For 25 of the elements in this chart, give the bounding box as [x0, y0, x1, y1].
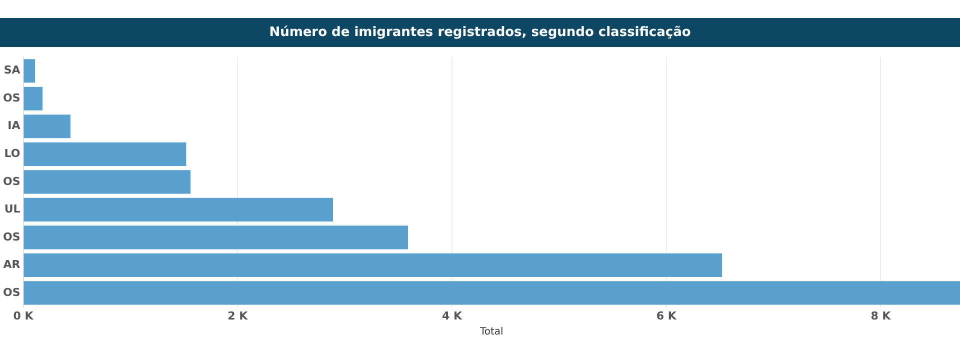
- y-tick-label: OS: [2, 286, 20, 299]
- chart-title: Número de imigrantes registrados, segundo classificação: [0, 18, 960, 47]
- bar: [24, 170, 190, 194]
- bar: [24, 198, 334, 222]
- y-tick-label: LO: [4, 147, 20, 160]
- x-tick-label: 2 K: [228, 309, 248, 322]
- y-tick-label: UL: [4, 202, 20, 216]
- bar: [24, 86, 43, 110]
- bar: [24, 281, 960, 305]
- y-tick-label: OS: [2, 230, 20, 244]
- y-tick-label: OS: [2, 174, 20, 188]
- bar: [24, 226, 408, 250]
- x-tick-label: 4 K: [442, 309, 462, 322]
- x-tick-label: 8 K: [870, 309, 892, 322]
- bar: [24, 253, 722, 277]
- bar: [24, 114, 70, 138]
- y-tick-label: SA: [4, 64, 21, 77]
- y-tick-label: IA: [8, 119, 21, 132]
- x-tick-label: 0 K: [13, 309, 34, 322]
- y-tick-label: AR: [3, 258, 21, 272]
- bar: [24, 142, 186, 166]
- x-tick-label: 6 K: [656, 309, 677, 322]
- x-axis-title: Total: [478, 326, 504, 338]
- y-tick-label: OS: [2, 91, 20, 104]
- bar: [24, 59, 36, 83]
